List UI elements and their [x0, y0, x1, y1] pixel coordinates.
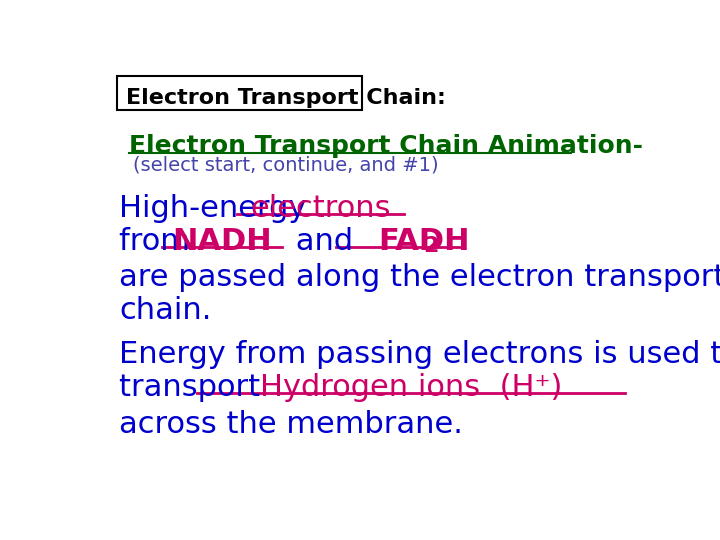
Text: (select start, continue, and #1): (select start, continue, and #1)	[132, 156, 438, 174]
Text: Electron Transport Chain Animation-: Electron Transport Chain Animation-	[129, 134, 643, 158]
Text: Hydrogen ions  (H⁺): Hydrogen ions (H⁺)	[260, 373, 562, 402]
FancyBboxPatch shape	[117, 76, 362, 110]
Text: electrons: electrons	[251, 194, 391, 223]
Text: from: from	[120, 226, 200, 255]
Text: Energy from passing electrons is used to: Energy from passing electrons is used to	[120, 340, 720, 369]
Text: 2: 2	[423, 236, 439, 256]
Text: FADH: FADH	[379, 226, 470, 255]
Text: NADH: NADH	[172, 226, 272, 255]
Text: chain.: chain.	[120, 296, 212, 325]
Text: transport: transport	[120, 373, 270, 402]
Text: across the membrane.: across the membrane.	[120, 410, 464, 439]
Text: High-energy: High-energy	[120, 194, 317, 223]
Text: are passed along the electron transport: are passed along the electron transport	[120, 264, 720, 293]
Text: Electron Transport Chain:: Electron Transport Chain:	[126, 88, 446, 108]
Text: and: and	[286, 226, 363, 255]
